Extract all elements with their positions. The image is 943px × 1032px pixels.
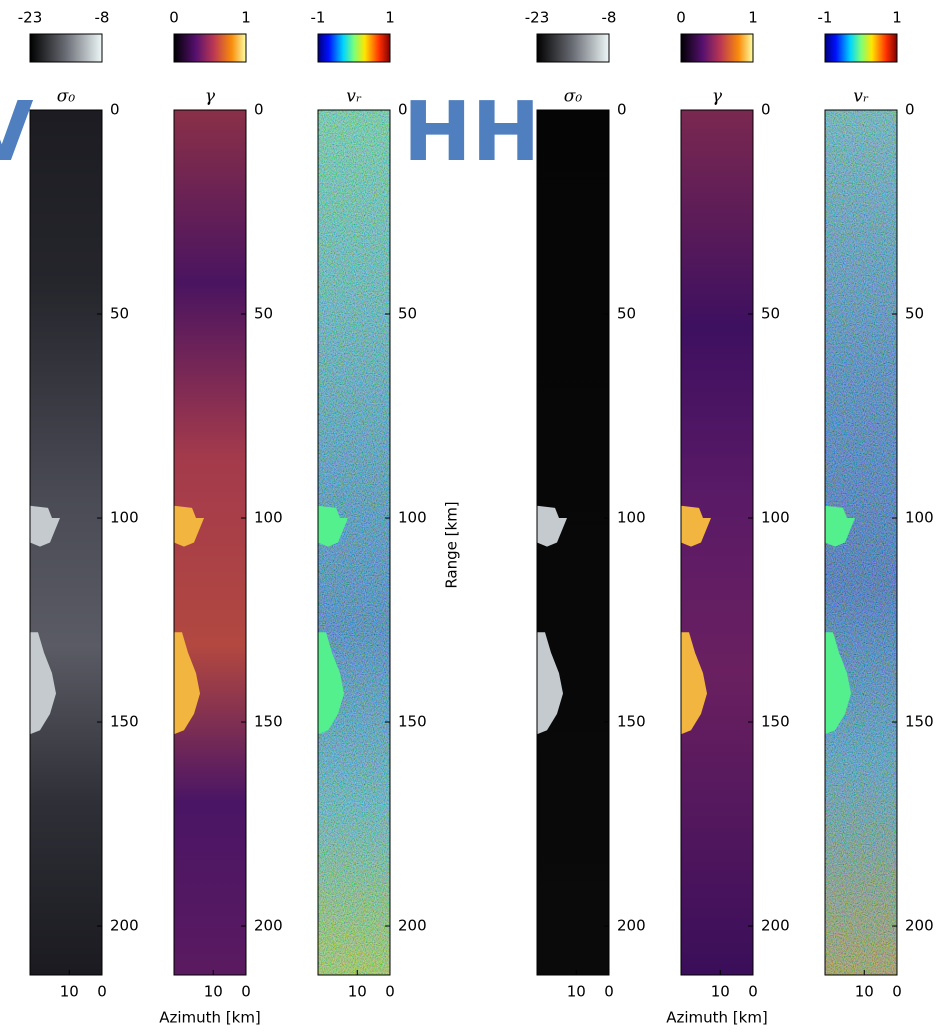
y-tick-label: 100 bbox=[617, 509, 646, 527]
y-tick-label: 200 bbox=[110, 917, 139, 935]
land bbox=[825, 505, 855, 547]
x-tick-label: 0 bbox=[892, 983, 902, 1001]
y-tick-label: 150 bbox=[617, 713, 646, 731]
x-tick-label: 10 bbox=[711, 983, 730, 1001]
land bbox=[537, 632, 563, 735]
x-tick-label: 10 bbox=[348, 983, 367, 1001]
y-tick-label: 200 bbox=[254, 917, 283, 935]
colorbar-tick-label: -23 bbox=[18, 9, 43, 27]
y-tick-label: 200 bbox=[617, 917, 646, 935]
y-tick-label: 100 bbox=[905, 509, 934, 527]
panel-title: vᵣ bbox=[346, 87, 362, 107]
y-tick-label: 150 bbox=[398, 713, 427, 731]
y-tick-label: 150 bbox=[110, 713, 139, 731]
y-tick-label: 200 bbox=[761, 917, 790, 935]
x-tick-label: 0 bbox=[241, 983, 251, 1001]
panel-title: σ₀ bbox=[57, 87, 76, 107]
panel-frame bbox=[824, 109, 898, 976]
land bbox=[30, 505, 60, 547]
y-tick-label: 0 bbox=[398, 101, 408, 119]
y-tick-label: 150 bbox=[254, 713, 283, 731]
y-tick-label: 50 bbox=[398, 305, 417, 323]
colorbar bbox=[680, 33, 754, 63]
land bbox=[174, 632, 200, 735]
land bbox=[30, 632, 56, 735]
y-tick-label: 200 bbox=[905, 917, 934, 935]
y-tick-label: 50 bbox=[110, 305, 129, 323]
x-tick-label: 0 bbox=[748, 983, 758, 1001]
land bbox=[318, 505, 348, 547]
y-tick-label: 50 bbox=[761, 305, 780, 323]
panel-frame bbox=[173, 109, 247, 976]
x-tick-label: 0 bbox=[604, 983, 614, 1001]
y-tick-label: 150 bbox=[761, 713, 790, 731]
y-tick-label: 0 bbox=[254, 101, 264, 119]
colorbar-tick-label: 1 bbox=[241, 9, 251, 27]
land bbox=[174, 505, 204, 547]
y-tick-label: 50 bbox=[905, 305, 924, 323]
x-tick-label: 0 bbox=[385, 983, 395, 1001]
land bbox=[537, 505, 567, 547]
x-tick-label: 10 bbox=[60, 983, 79, 1001]
colorbar-tick-label: 1 bbox=[385, 9, 395, 27]
land bbox=[318, 632, 344, 735]
y-tick-label: 150 bbox=[905, 713, 934, 731]
panel-title: γ bbox=[205, 87, 216, 107]
colorbar-tick-label: 1 bbox=[892, 9, 902, 27]
panel-frame bbox=[317, 109, 391, 976]
y-tick-label: 0 bbox=[617, 101, 627, 119]
land bbox=[681, 505, 711, 547]
panel-frame bbox=[536, 109, 610, 976]
x-axis-label: Azimuth [km] bbox=[666, 1009, 768, 1027]
x-tick-label: 10 bbox=[204, 983, 223, 1001]
colorbar bbox=[536, 33, 610, 63]
y-tick-label: 50 bbox=[254, 305, 273, 323]
colorbar-tick-label: -23 bbox=[525, 9, 550, 27]
group-label: HH bbox=[403, 85, 540, 180]
y-axis-label: Range [km] bbox=[443, 501, 461, 588]
x-tick-label: 0 bbox=[97, 983, 107, 1001]
colorbar bbox=[173, 33, 247, 63]
colorbar bbox=[317, 33, 391, 63]
colorbar-tick-label: -8 bbox=[602, 9, 617, 27]
colorbar-tick-label: -8 bbox=[95, 9, 110, 27]
y-tick-label: 0 bbox=[110, 101, 120, 119]
panel-frame bbox=[29, 109, 103, 976]
colorbar bbox=[824, 33, 898, 63]
y-tick-label: 50 bbox=[617, 305, 636, 323]
colorbar-tick-label: -1 bbox=[818, 9, 833, 27]
y-tick-label: 100 bbox=[398, 509, 427, 527]
colorbar-tick-label: 0 bbox=[169, 9, 179, 27]
x-tick-label: 10 bbox=[855, 983, 874, 1001]
panel-frame bbox=[680, 109, 754, 976]
y-tick-label: 0 bbox=[761, 101, 771, 119]
colorbar-tick-label: 0 bbox=[676, 9, 686, 27]
colorbar-tick-label: -1 bbox=[311, 9, 326, 27]
panel-title: σ₀ bbox=[564, 87, 583, 107]
land bbox=[825, 632, 851, 735]
y-tick-label: 100 bbox=[254, 509, 283, 527]
land bbox=[681, 632, 707, 735]
x-tick-label: 10 bbox=[567, 983, 586, 1001]
colorbar bbox=[29, 33, 103, 63]
y-tick-label: 200 bbox=[398, 917, 427, 935]
y-tick-label: 100 bbox=[761, 509, 790, 527]
y-tick-label: 100 bbox=[110, 509, 139, 527]
colorbar-tick-label: 1 bbox=[748, 9, 758, 27]
y-tick-label: 0 bbox=[905, 101, 915, 119]
panel-title: γ bbox=[712, 87, 723, 107]
panel-title: vᵣ bbox=[853, 87, 869, 107]
group-label: V bbox=[0, 85, 34, 180]
x-axis-label: Azimuth [km] bbox=[159, 1009, 261, 1027]
